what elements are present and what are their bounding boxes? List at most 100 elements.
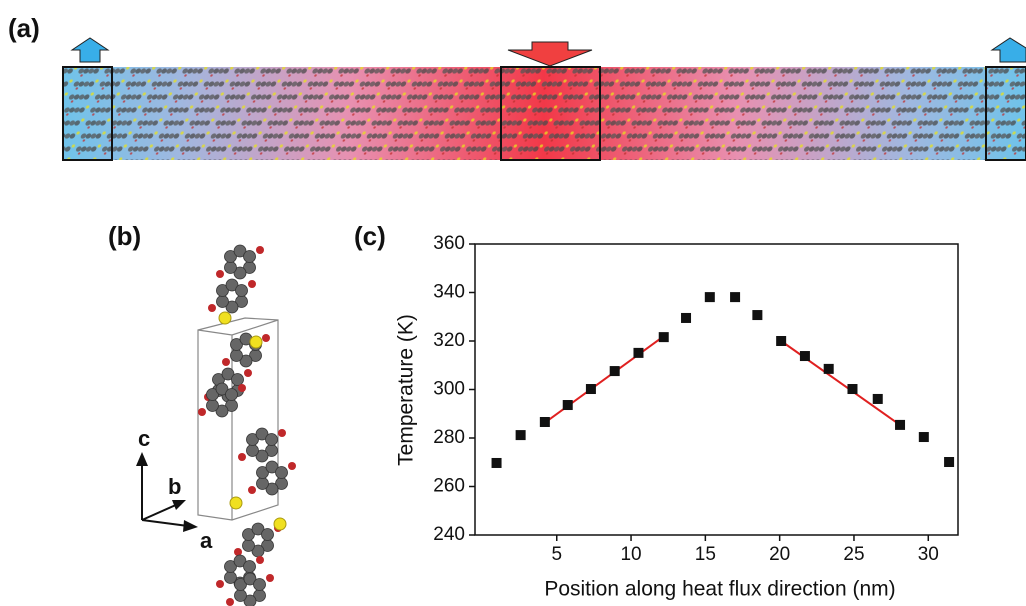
atom [233, 244, 247, 258]
y-tick-label: 360 [433, 233, 465, 254]
data-point [918, 432, 929, 443]
atom [225, 278, 239, 292]
sulfur [249, 335, 263, 349]
atom [225, 300, 239, 314]
cold-region [985, 66, 1026, 161]
atom [230, 349, 243, 362]
data-point [847, 384, 858, 395]
oxygen [226, 598, 234, 606]
oxygen [262, 334, 270, 342]
data-point [704, 292, 715, 303]
axis-label: b [168, 474, 181, 499]
atom [206, 388, 219, 401]
atom [215, 404, 229, 418]
y-tick-label: 340 [433, 282, 465, 303]
atom [256, 466, 269, 479]
panel-label: (c) [354, 221, 386, 251]
atom [235, 284, 248, 297]
axis-arrow-head [183, 520, 198, 532]
atom [255, 427, 269, 441]
oxygen [288, 462, 296, 470]
x-tick-label: 25 [843, 544, 864, 565]
atom [243, 560, 256, 573]
atom [221, 367, 235, 381]
hot-region [500, 66, 601, 161]
atom [265, 433, 278, 446]
atom [230, 338, 243, 351]
data-point [944, 457, 955, 468]
atom [215, 382, 229, 396]
atom [216, 284, 229, 297]
cold-region [62, 66, 113, 161]
sulfur [229, 496, 243, 510]
data-point [609, 366, 620, 377]
x-tick-label: 10 [620, 544, 641, 565]
atom [224, 560, 237, 573]
oxygen [244, 369, 252, 377]
oxygen [238, 384, 246, 392]
y-axis-label: Temperature (K) [395, 314, 418, 466]
data-point [562, 400, 573, 411]
data-point [895, 419, 906, 430]
heat-out-arrow [70, 37, 110, 63]
data-point [872, 393, 883, 404]
atom [234, 578, 247, 591]
y-tick-label: 260 [433, 476, 465, 497]
oxygen [222, 358, 230, 366]
oxygen [278, 429, 286, 437]
atom [234, 589, 247, 602]
atom [242, 539, 255, 552]
atom [256, 477, 269, 490]
oxygen [198, 408, 206, 416]
atom [255, 449, 269, 463]
x-tick-label: 5 [551, 544, 562, 565]
x-tick-label: 15 [695, 544, 716, 565]
data-point [681, 312, 692, 323]
y-tick-label: 280 [433, 427, 465, 448]
atom [251, 522, 265, 536]
sulfur [273, 517, 287, 531]
y-tick-label: 300 [433, 379, 465, 400]
heat-in-arrow [507, 41, 593, 67]
y-tick-label: 240 [433, 524, 465, 545]
oxygen [256, 556, 264, 564]
atom [275, 466, 288, 479]
atom [233, 554, 247, 568]
sulfur [218, 311, 232, 325]
atom [243, 572, 257, 586]
x-axis-label: Position along heat flux direction (nm) [544, 578, 895, 601]
x-tick-label: 30 [918, 544, 939, 565]
atom [233, 266, 247, 280]
atom [246, 444, 259, 457]
data-point [633, 347, 644, 358]
data-point [585, 384, 596, 395]
atom [206, 399, 219, 412]
axis-arrow [141, 519, 189, 527]
data-point [730, 292, 741, 303]
oxygen [216, 270, 224, 278]
atom [243, 594, 257, 606]
atom [265, 482, 279, 496]
oxygen [266, 574, 274, 582]
fit-line [544, 335, 665, 424]
data-point [658, 332, 669, 343]
atom [224, 571, 237, 584]
panel-label: (b) [108, 221, 141, 251]
oxygen [256, 246, 264, 254]
axis-arrow-head [172, 500, 186, 510]
atom [243, 250, 256, 263]
atom [216, 295, 229, 308]
oxygen [238, 453, 246, 461]
atom [265, 460, 279, 474]
axis-arrow-head [136, 452, 148, 466]
data-point [799, 351, 810, 362]
x-tick-label: 20 [769, 544, 790, 565]
heat-out-arrow [990, 37, 1026, 63]
oxygen [234, 548, 242, 556]
atom [239, 354, 253, 368]
y-tick-label: 320 [433, 330, 465, 351]
oxygen [208, 304, 216, 312]
atom [225, 388, 238, 401]
axis-label: a [200, 528, 213, 553]
